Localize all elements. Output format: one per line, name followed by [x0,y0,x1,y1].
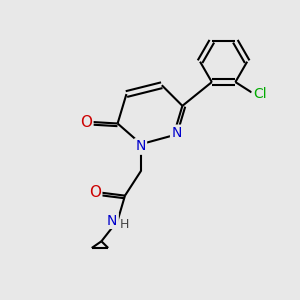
Text: N: N [107,214,118,228]
Text: N: N [171,126,182,140]
Text: O: O [80,115,92,130]
Text: O: O [89,185,101,200]
Text: Cl: Cl [253,87,267,101]
Text: N: N [135,140,146,154]
Text: H: H [119,218,129,231]
